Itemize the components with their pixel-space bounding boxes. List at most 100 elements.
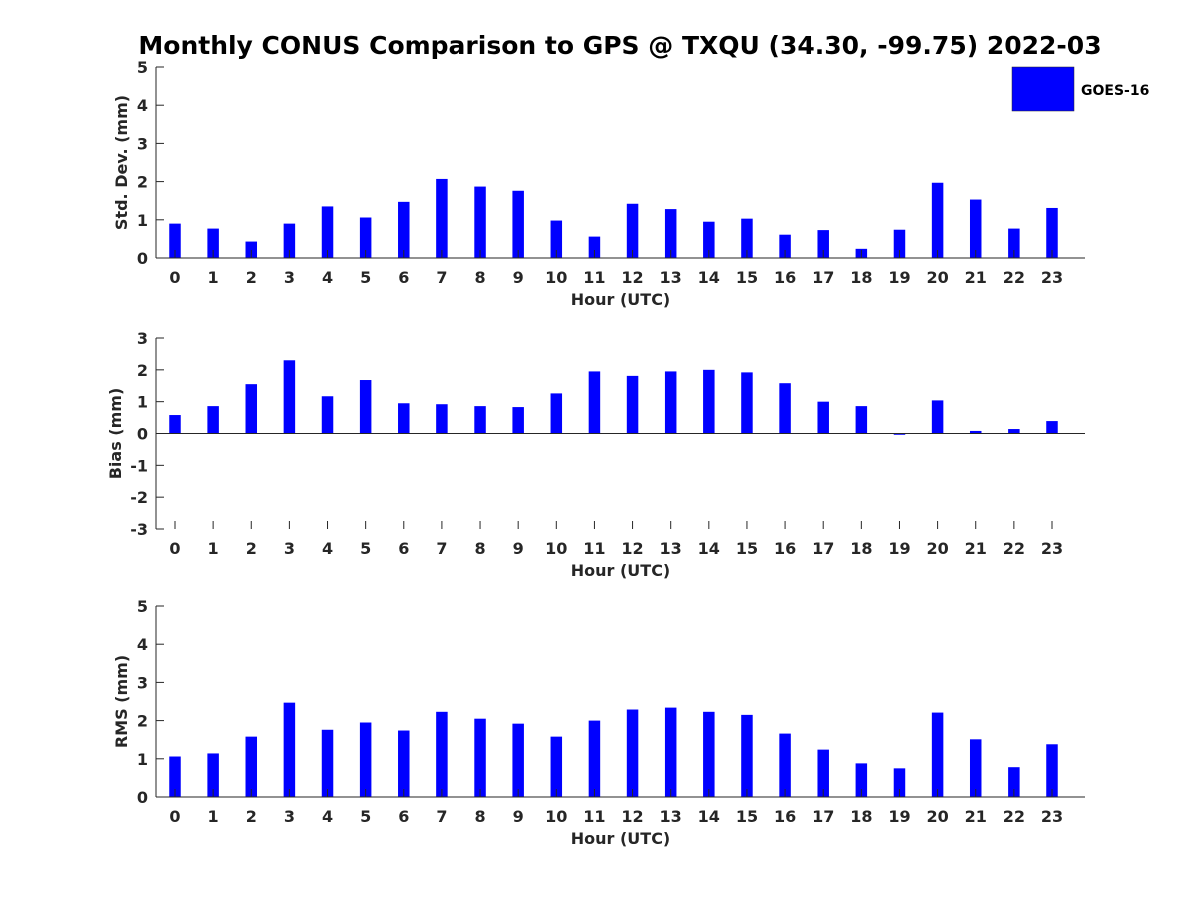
bias-xtick-label-10: 10 <box>545 539 567 558</box>
bias-xtick-label-9: 9 <box>513 539 524 558</box>
std-bar-12 <box>626 203 639 258</box>
std-xtick-label-18: 18 <box>850 268 872 287</box>
rms-bar-14 <box>703 711 715 797</box>
bias-xtick-label-11: 11 <box>583 539 605 558</box>
std-xtick-label-5: 5 <box>360 268 371 287</box>
rms-bar-4 <box>321 729 334 797</box>
bias-ylabel: Bias (mm) <box>106 388 125 480</box>
rms-bar-15 <box>741 714 753 797</box>
bias-bar-1 <box>207 406 219 434</box>
std-bar-15 <box>741 218 753 258</box>
std-ylabel: Std. Dev. (mm) <box>112 95 131 230</box>
bias-xtick-label-8: 8 <box>474 539 485 558</box>
bias-bar-11 <box>588 371 601 434</box>
bias-xtick-label-23: 23 <box>1041 539 1063 558</box>
bias-xtick-label-17: 17 <box>812 539 834 558</box>
rms-ytick-label-4: 4 <box>137 635 148 654</box>
std-xtick-label-2: 2 <box>246 268 257 287</box>
std-xtick-label-13: 13 <box>660 268 682 287</box>
std-ytick-label-1: 1 <box>137 211 148 230</box>
bias-xtick-label-4: 4 <box>322 539 333 558</box>
std-bar-16 <box>779 234 791 258</box>
bias-xtick-label-14: 14 <box>698 539 720 558</box>
bias-xtick-label-2: 2 <box>246 539 257 558</box>
rms-ytick-label-5: 5 <box>137 597 148 616</box>
bias-bar-13 <box>664 371 677 434</box>
rms-bar-6 <box>398 730 410 797</box>
std-bar-2 <box>245 241 258 258</box>
bias-bar-10 <box>550 393 563 434</box>
std-bar-22 <box>1008 228 1020 258</box>
std-bar-7 <box>436 178 448 258</box>
bias-xtick-label-22: 22 <box>1003 539 1025 558</box>
rms-xtick-label-11: 11 <box>583 807 605 826</box>
rms-bar-11 <box>588 720 601 797</box>
rms-ytick-label-0: 0 <box>137 788 148 807</box>
rms-xtick-label-13: 13 <box>660 807 682 826</box>
bias-bar-18 <box>855 406 868 434</box>
rms-bar-0 <box>169 756 181 797</box>
rms-bar-19 <box>893 768 906 797</box>
std-bar-10 <box>550 220 563 258</box>
bias-xtick-label-7: 7 <box>436 539 447 558</box>
bias-bar-6 <box>398 403 410 434</box>
std-bar-21 <box>969 199 982 258</box>
rms-bar-17 <box>817 749 829 797</box>
rms-bar-2 <box>245 736 258 797</box>
rms-ytick-label-2: 2 <box>137 712 148 731</box>
std-bar-11 <box>588 236 601 258</box>
std-xtick-label-6: 6 <box>398 268 409 287</box>
bias-bar-17 <box>817 401 829 434</box>
rms-xtick-label-15: 15 <box>736 807 758 826</box>
bias-bar-3 <box>283 360 296 434</box>
rms-bar-12 <box>626 709 639 797</box>
std-xtick-label-14: 14 <box>698 268 720 287</box>
bias-bar-15 <box>741 372 753 434</box>
bias-xtick-label-15: 15 <box>736 539 758 558</box>
bias-ytick-label-0: 0 <box>137 425 148 444</box>
bias-xtick-label-16: 16 <box>774 539 796 558</box>
rms-xtick-label-4: 4 <box>322 807 333 826</box>
std-xtick-label-10: 10 <box>545 268 567 287</box>
rms-xtick-label-7: 7 <box>436 807 447 826</box>
rms-xtick-label-17: 17 <box>812 807 834 826</box>
rms-bar-3 <box>283 702 296 797</box>
std-xtick-label-11: 11 <box>583 268 605 287</box>
std-bar-8 <box>474 186 486 258</box>
bias-bar-5 <box>359 380 372 434</box>
rms-bar-7 <box>436 711 448 797</box>
rms-xtick-label-9: 9 <box>513 807 524 826</box>
std-xtick-label-7: 7 <box>436 268 447 287</box>
bias-ytick-label--1: -1 <box>130 456 148 475</box>
legend-swatch <box>1011 66 1075 112</box>
bias-xtick-label-12: 12 <box>621 539 643 558</box>
std-xlabel: Hour (UTC) <box>571 290 671 309</box>
std-xtick-label-3: 3 <box>284 268 295 287</box>
bias-bar-16 <box>779 383 791 434</box>
bias-xtick-label-18: 18 <box>850 539 872 558</box>
bias-xtick-label-3: 3 <box>284 539 295 558</box>
bias-bar-19 <box>893 433 906 435</box>
rms-ylabel: RMS (mm) <box>112 655 131 748</box>
std-xtick-label-15: 15 <box>736 268 758 287</box>
bias-bar-22 <box>1008 429 1020 434</box>
std-ytick-label-0: 0 <box>137 249 148 268</box>
std-bar-4 <box>321 206 334 258</box>
std-ytick-label-2: 2 <box>137 173 148 192</box>
rms-xtick-label-20: 20 <box>926 807 948 826</box>
std-xtick-label-8: 8 <box>474 268 485 287</box>
bias-ytick-label--3: -3 <box>130 520 148 539</box>
rms-xlabel: Hour (UTC) <box>571 829 671 848</box>
std-ytick-label-5: 5 <box>137 58 148 77</box>
rms-xtick-label-6: 6 <box>398 807 409 826</box>
std-xtick-label-12: 12 <box>621 268 643 287</box>
std-ytick-label-3: 3 <box>137 134 148 153</box>
std-bar-6 <box>398 201 410 258</box>
rms-xtick-label-18: 18 <box>850 807 872 826</box>
bias-xtick-label-5: 5 <box>360 539 371 558</box>
bias-xtick-label-0: 0 <box>169 539 180 558</box>
rms-bar-21 <box>969 739 982 797</box>
bias-bar-7 <box>436 404 448 434</box>
